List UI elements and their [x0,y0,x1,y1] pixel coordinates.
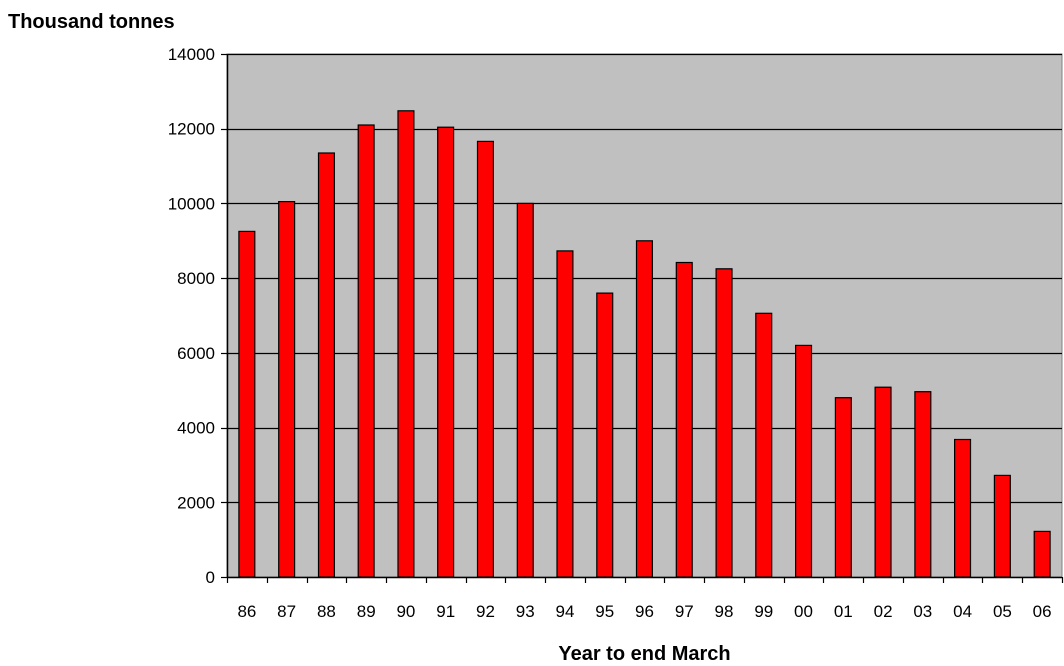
x-tick-label: 93 [516,602,535,621]
y-tick-label: 0 [206,568,215,587]
x-tick-label: 91 [436,602,455,621]
x-tick-label: 90 [396,602,415,621]
bar-98 [715,268,733,578]
x-tick-label: 92 [476,602,495,621]
x-tick-label: 86 [237,602,256,621]
x-tick-label: 99 [754,602,773,621]
x-tick-label: 98 [715,602,734,621]
y-tick-label: 2000 [177,493,215,512]
x-tick-label: 04 [953,602,972,621]
bar-01 [834,397,852,578]
bar-05 [993,474,1011,578]
x-axis-title: Year to end March [558,643,730,665]
bar-03 [914,391,932,578]
x-tick-label: 89 [357,602,376,621]
bar-93 [516,202,534,578]
bar-06 [1033,530,1051,578]
x-tick-label: 95 [595,602,614,621]
bar-88 [317,152,335,578]
bar-00 [794,344,813,578]
x-tick-label: 97 [675,602,694,621]
bar-94 [556,250,574,578]
y-tick-label: 10000 [168,194,215,213]
x-tick-label: 94 [556,602,575,621]
y-axis-title: Thousand tonnes [8,11,175,33]
x-tick-label: 02 [874,602,893,621]
bar-02 [874,386,892,578]
x-tick-label: 03 [913,602,932,621]
x-tick-label: 05 [993,602,1012,621]
bar-04 [953,438,972,578]
x-tick-label: 01 [834,602,853,621]
bar-89 [357,124,375,578]
y-tick-label: 6000 [177,344,215,363]
bar-97 [675,261,693,578]
y-tick-label: 14000 [168,45,215,64]
x-tick-label: 88 [317,602,336,621]
axes [221,53,1064,583]
x-tick-label: 96 [635,602,654,621]
bar-92 [476,140,494,578]
bar-95 [596,292,614,578]
y-tick-label: 4000 [177,419,215,438]
x-tick-label: 06 [1033,602,1052,621]
y-tick-label: 8000 [177,269,215,288]
bars [238,110,1051,578]
bar-86 [238,230,256,578]
x-tick-label: 00 [794,602,813,621]
x-tick-label: 87 [277,602,296,621]
bar-96 [635,240,653,578]
bar-99 [755,312,773,578]
bar-87 [278,201,296,578]
y-tick-label: 12000 [168,120,215,139]
bar-91 [437,126,455,578]
bar-90 [397,110,415,578]
